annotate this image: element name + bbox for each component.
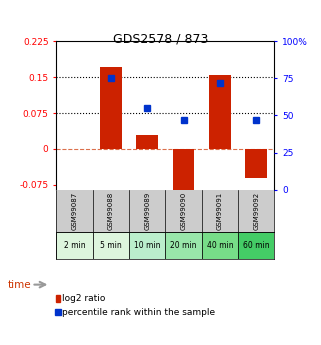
Text: 5 min: 5 min [100,241,122,250]
Bar [238,233,274,259]
Bar [100,67,122,149]
Bar [136,135,158,149]
Text: 2 min: 2 min [64,241,85,250]
Text: GSM99090: GSM99090 [180,192,187,230]
Text: GSM99092: GSM99092 [253,192,259,230]
Text: GSM99087: GSM99087 [71,192,77,230]
Bar [56,295,60,302]
Bar [92,233,129,259]
Text: 60 min: 60 min [243,241,270,250]
Text: 40 min: 40 min [207,241,233,250]
Bar [56,233,92,259]
Text: GDS2578 / 873: GDS2578 / 873 [113,33,208,46]
Bar [202,233,238,259]
Bar [173,149,195,192]
Bar [209,75,231,149]
Text: percentile rank within the sample: percentile rank within the sample [62,308,215,317]
Bar [165,233,202,259]
Text: 20 min: 20 min [170,241,197,250]
Text: time: time [8,280,32,289]
Text: GSM99088: GSM99088 [108,192,114,230]
Bar [245,149,267,178]
Text: log2 ratio: log2 ratio [62,294,105,303]
Text: GSM99089: GSM99089 [144,192,150,230]
Text: GSM99091: GSM99091 [217,192,223,230]
Bar [129,233,165,259]
Text: 10 min: 10 min [134,241,160,250]
